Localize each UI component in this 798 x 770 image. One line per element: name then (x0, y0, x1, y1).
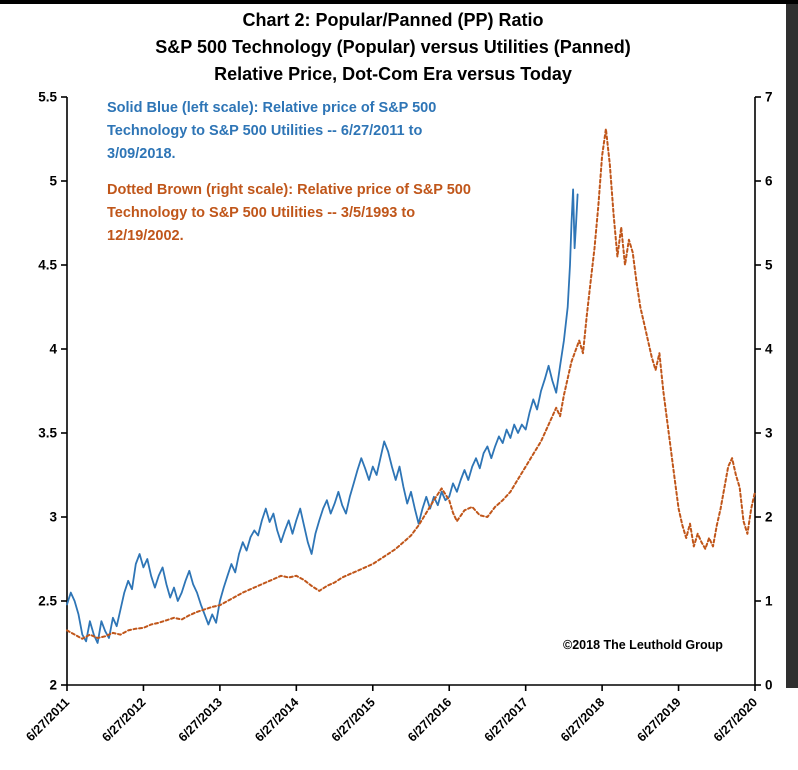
svg-text:2: 2 (49, 678, 57, 693)
svg-text:6/27/2018: 6/27/2018 (558, 695, 607, 744)
chart-title-line1: Chart 2: Popular/Panned (PP) Ratio (242, 10, 544, 30)
axes (66, 97, 756, 686)
legend-blue-line3: 3/09/2018. (107, 146, 176, 162)
svg-text:2.5: 2.5 (38, 594, 57, 609)
svg-text:3: 3 (765, 426, 773, 441)
svg-text:5: 5 (49, 174, 57, 189)
right-axis: 0 1 2 3 4 5 6 7 (755, 90, 773, 693)
svg-text:7: 7 (765, 90, 773, 105)
legend-brown: Dotted Brown (right scale): Relative pri… (107, 179, 547, 248)
series-today (66, 188, 579, 644)
legend-blue: Solid Blue (left scale): Relative price … (107, 97, 547, 166)
chart-title-line3: Relative Price, Dot-Com Era versus Today (214, 64, 572, 84)
svg-text:6/27/2015: 6/27/2015 (329, 695, 378, 744)
chart-title-line2: S&P 500 Technology (Popular) versus Util… (155, 37, 631, 57)
legend-brown-line1: Dotted Brown (right scale): Relative pri… (107, 182, 471, 198)
svg-text:6/27/2011: 6/27/2011 (23, 695, 72, 744)
top-border-line (0, 0, 798, 4)
svg-text:4: 4 (49, 342, 57, 357)
svg-text:6/27/2020: 6/27/2020 (711, 695, 760, 744)
svg-text:5: 5 (765, 258, 773, 273)
svg-text:2: 2 (765, 510, 773, 525)
svg-text:6/27/2016: 6/27/2016 (405, 695, 454, 744)
svg-text:4: 4 (765, 342, 773, 357)
legend: Solid Blue (left scale): Relative price … (107, 97, 547, 261)
svg-text:0: 0 (765, 678, 773, 693)
svg-text:6/27/2014: 6/27/2014 (252, 695, 301, 744)
legend-blue-line1: Solid Blue (left scale): Relative price … (107, 100, 437, 116)
legend-brown-line3: 12/19/2002. (107, 228, 184, 244)
svg-text:1: 1 (765, 594, 773, 609)
chart-title-block: Chart 2: Popular/Panned (PP) Ratio S&P 5… (0, 7, 786, 88)
x-axis: 6/27/2011 6/27/2012 6/27/2013 6/27/2014 6/27… (23, 685, 760, 744)
svg-text:4.5: 4.5 (38, 258, 57, 273)
svg-text:6: 6 (765, 174, 773, 189)
legend-blue-line2: Technology to S&P 500 Utilities -- 6/27/… (107, 123, 423, 139)
left-axis: 2 2.5 3 3.5 4 4.5 5 5.5 (38, 90, 67, 693)
svg-text:6/27/2019: 6/27/2019 (634, 695, 683, 744)
series-dotcom (66, 127, 756, 640)
svg-text:6/27/2017: 6/27/2017 (482, 695, 531, 744)
window-edge-strip (786, 4, 798, 688)
svg-text:3.5: 3.5 (38, 426, 57, 441)
svg-text:5.5: 5.5 (38, 90, 57, 105)
legend-brown-line2: Technology to S&P 500 Utilities -- 3/5/1… (107, 205, 416, 221)
svg-text:6/27/2012: 6/27/2012 (99, 695, 148, 744)
copyright-note: ©2018 The Leuthold Group (563, 638, 723, 652)
svg-text:3: 3 (49, 510, 57, 525)
svg-text:6/27/2013: 6/27/2013 (176, 695, 225, 744)
